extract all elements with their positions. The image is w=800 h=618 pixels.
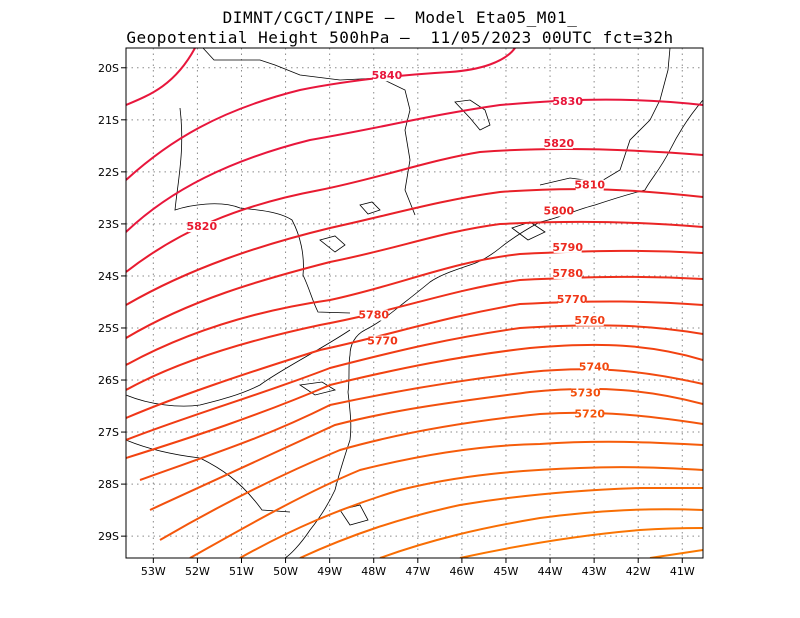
x-tick-label: 43W [582,565,607,578]
title-line-2: Geopotential Height 500hPa – 11/05/2023 … [126,28,674,47]
contour-label-bg [575,179,604,191]
contour-label-bg [571,387,600,399]
coastline [284,99,703,558]
contour-label: 5780 [552,267,583,280]
height-contour-line [126,300,703,419]
y-tick-label: 21S [98,114,119,127]
x-tick-label: 47W [405,565,430,578]
height-contour-line [126,249,703,366]
contour-label: 5840 [372,69,403,82]
x-tick-label: 42W [626,565,651,578]
y-tick-label: 27S [98,426,119,439]
contour-label: 5770 [367,335,398,348]
contour-label-bg [553,241,582,253]
contour-label: 5830 [552,95,583,108]
island-outline [511,221,546,241]
contour-label-bg [187,221,216,233]
state-border-line [539,48,671,186]
height-contour-line [459,527,703,558]
contour-label: 5760 [574,314,605,327]
x-tick-label: 48W [361,565,386,578]
contour-label-bg [575,408,604,420]
contour-label-bg [553,96,582,108]
y-tick-label: 24S [98,270,119,283]
contour-label: 5740 [579,361,610,374]
contour-label-bg [544,137,573,149]
height-contour-line [189,440,703,558]
height-contour-line [126,275,703,391]
contour-label-bg [558,293,587,305]
contour-label: 5720 [574,407,605,420]
x-tick-label: 41W [670,565,695,578]
height-contours [126,48,703,558]
x-tick-label: 52W [185,565,210,578]
y-tick-label: 28S [98,478,119,491]
contour-label-bg [575,314,604,326]
y-tick-label: 20S [98,62,119,75]
height-contour-line [126,48,516,181]
contour-label-bg [368,335,397,347]
y-tick-label: 26S [98,374,119,387]
contour-label-bg [359,309,388,321]
height-contour-line [159,411,703,541]
state-border-line [126,329,351,407]
island-outline [298,381,337,396]
x-tick-label: 53W [141,565,166,578]
island-outline [319,235,346,253]
height-contour-line [126,220,703,339]
height-contour-line [649,549,703,558]
x-tick-label: 49W [317,565,342,578]
contour-label-bg [372,70,401,82]
contour-label: 5730 [570,387,601,400]
x-tick-label: 45W [494,565,519,578]
contour-label-bg [553,267,582,279]
axis-ticks: 53W 52W 51W 50W 49W 48W 47W 46W 45W 44W 43W 42W 41W 2… [98,62,695,578]
height-contour-line [139,368,703,481]
contour-label: 5800 [544,204,575,217]
height-contour-line [126,98,703,233]
contour-label: 5810 [574,178,605,191]
height-contour-line [379,508,703,558]
map-frame [125,47,704,559]
x-tick-label: 50W [273,565,298,578]
contour-label: 5770 [557,293,588,306]
contour-labels: 5840 5830 5820 5820 5810 5800 5790 5780 5780 5770… [187,69,610,420]
contour-label: 5820 [187,220,218,233]
height-contour-line [239,466,703,558]
contour-label-bg [580,361,609,373]
height-contour-line [126,148,703,273]
island-outline [454,99,491,131]
title-line-1: DIMNT/CGCT/INPE – Model Eta05_M01_ [222,8,578,27]
height-contour-line [126,188,703,306]
island-outline [359,201,381,215]
contour-label: 5820 [544,137,575,150]
y-tick-label: 22S [98,166,119,179]
y-tick-label: 25S [98,322,119,335]
height-contour-line [126,48,196,106]
height-contour-line [126,324,703,441]
y-tick-label: 23S [98,218,119,231]
contour-label: 5790 [552,241,583,254]
state-border-line [174,107,351,314]
y-tick-label: 29S [98,530,119,543]
contour-label: 5780 [358,309,389,322]
x-tick-label: 51W [229,565,254,578]
x-tick-label: 44W [538,565,563,578]
contour-label-bg [544,205,573,217]
height-contour-line [149,387,703,511]
x-tick-label: 46W [449,565,474,578]
height-contour-line [299,487,703,558]
height-contour-line [126,343,703,459]
